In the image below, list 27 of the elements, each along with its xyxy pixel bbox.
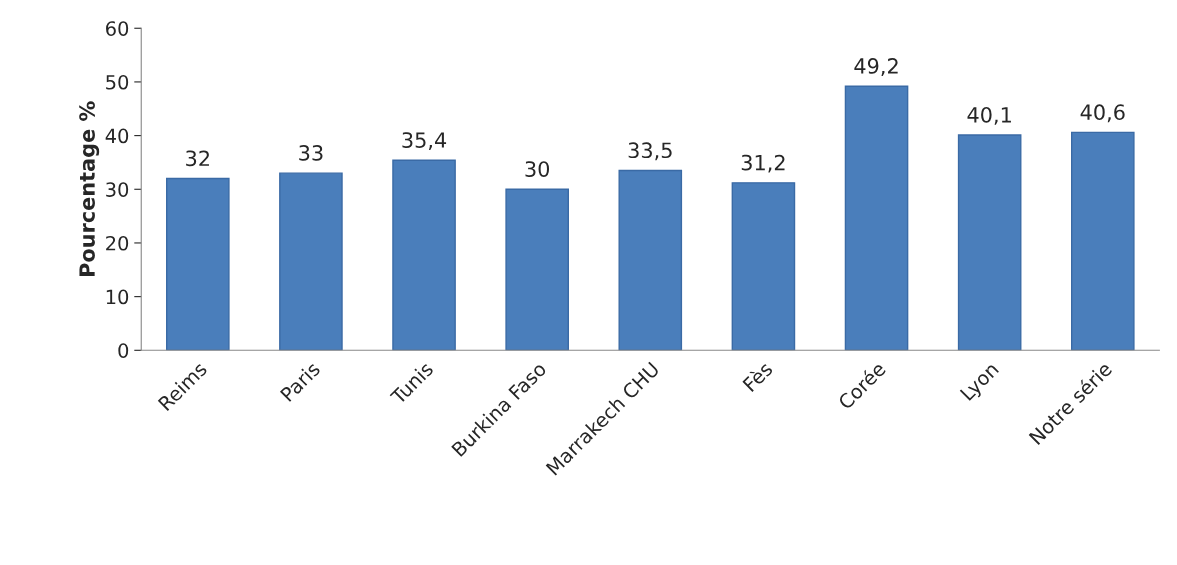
data-label: 33	[299, 145, 323, 161]
bar	[279, 172, 343, 351]
y-tick-label: 40	[105, 128, 129, 144]
bar	[618, 169, 683, 351]
y-tick-label: 30	[106, 182, 129, 197]
bar	[844, 85, 909, 351]
bar	[165, 177, 230, 351]
data-label: 35,4	[402, 132, 447, 151]
y-tick-label: 10	[106, 289, 129, 305]
data-label: 40,1	[967, 106, 1011, 125]
y-tick-label: 0	[118, 343, 129, 358]
data-label: 40,6	[1080, 104, 1125, 123]
data-label: 31,2	[741, 154, 785, 173]
bar	[957, 134, 1022, 351]
bar	[1070, 131, 1135, 351]
data-label: 33,5	[628, 142, 672, 161]
data-label: 30	[525, 161, 550, 177]
y-tick-label: 20	[106, 235, 129, 251]
x-tick-label: Fès	[741, 360, 774, 393]
y-axis-title: Pourcentage %	[79, 101, 100, 276]
y-tick-label: 50	[106, 74, 129, 90]
bar	[731, 182, 796, 351]
data-label: 49,2	[854, 58, 898, 76]
data-label: 32	[186, 150, 209, 167]
y-tick-label: 60	[106, 21, 129, 36]
bar	[505, 188, 569, 351]
bar	[392, 159, 456, 351]
